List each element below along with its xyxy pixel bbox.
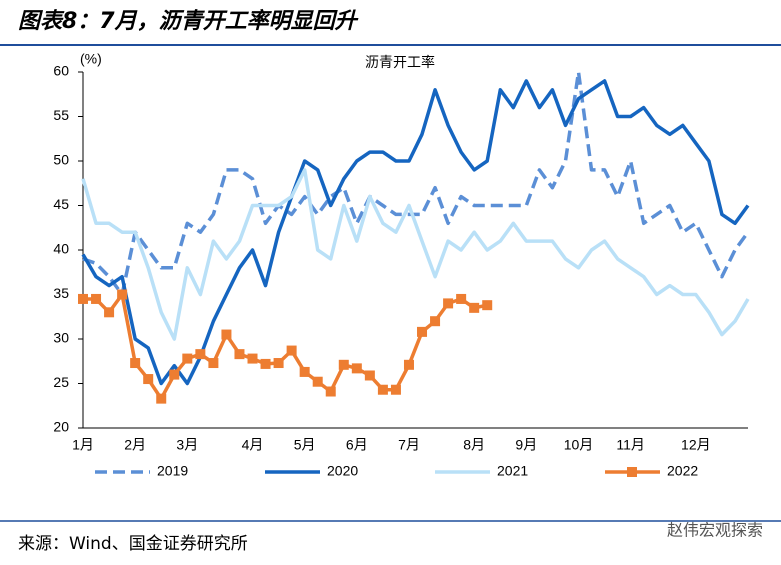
marker [260,358,271,369]
marker [117,289,128,300]
marker [312,376,323,387]
marker [208,358,219,369]
y-tick-label: 40 [53,241,69,257]
marker [338,359,349,370]
marker [143,374,154,385]
marker [130,358,141,369]
x-tick-label: 4月 [242,437,264,453]
x-tick-label: 9月 [515,437,537,453]
marker [273,358,284,369]
marker [195,349,206,360]
marker [234,349,245,360]
marker [221,329,232,340]
marker [169,369,180,380]
marker [364,370,375,381]
page-title: 图表8：7月，沥青开工率明显回升 [18,8,359,34]
marker [417,326,428,337]
marker [78,293,88,304]
marker [443,298,454,309]
y-tick-label: 60 [53,63,69,79]
series-line [81,168,750,341]
legend-marker [627,467,637,477]
marker [104,307,115,318]
chart-title: 沥青开工率 [365,54,435,71]
marker [469,302,480,313]
y-axis-label: (%) [80,51,102,67]
y-tick-label: 20 [53,419,69,435]
legend-label: 2019 [157,463,188,479]
x-tick-label: 12月 [681,437,711,453]
legend-label: 2021 [497,463,528,479]
x-tick-label: 5月 [294,437,316,453]
legend-label: 2020 [327,463,358,479]
x-tick-label: 6月 [346,437,368,453]
series-line [81,79,750,386]
marker [351,363,362,374]
series-line [82,70,750,297]
x-tick-label: 7月 [398,437,420,453]
marker [91,293,102,304]
x-tick-label: 11月 [616,437,645,453]
marker [247,353,258,364]
marker [377,384,388,395]
watermark: 赵伟宏观探索 [667,521,763,540]
x-tick-label: 10月 [564,437,594,453]
y-tick-label: 35 [53,285,69,301]
marker [299,366,310,377]
x-tick-label: 3月 [176,437,198,453]
x-tick-label: 8月 [463,437,485,453]
marker [430,316,441,327]
x-tick-label: 1月 [72,437,94,453]
y-tick-label: 50 [53,152,69,168]
source: 来源：Wind、国金证券研究所 [18,534,248,554]
y-tick-label: 25 [53,374,69,390]
marker [325,386,336,397]
y-tick-label: 30 [53,330,69,346]
marker [403,359,414,370]
marker [390,384,401,395]
marker [482,300,493,311]
marker [456,293,467,304]
marker [182,353,193,364]
x-tick-label: 2月 [124,437,146,453]
y-tick-label: 55 [53,107,69,123]
legend-label: 2022 [667,463,698,479]
marker [156,393,167,404]
y-tick-label: 45 [53,196,69,212]
marker [286,345,297,356]
